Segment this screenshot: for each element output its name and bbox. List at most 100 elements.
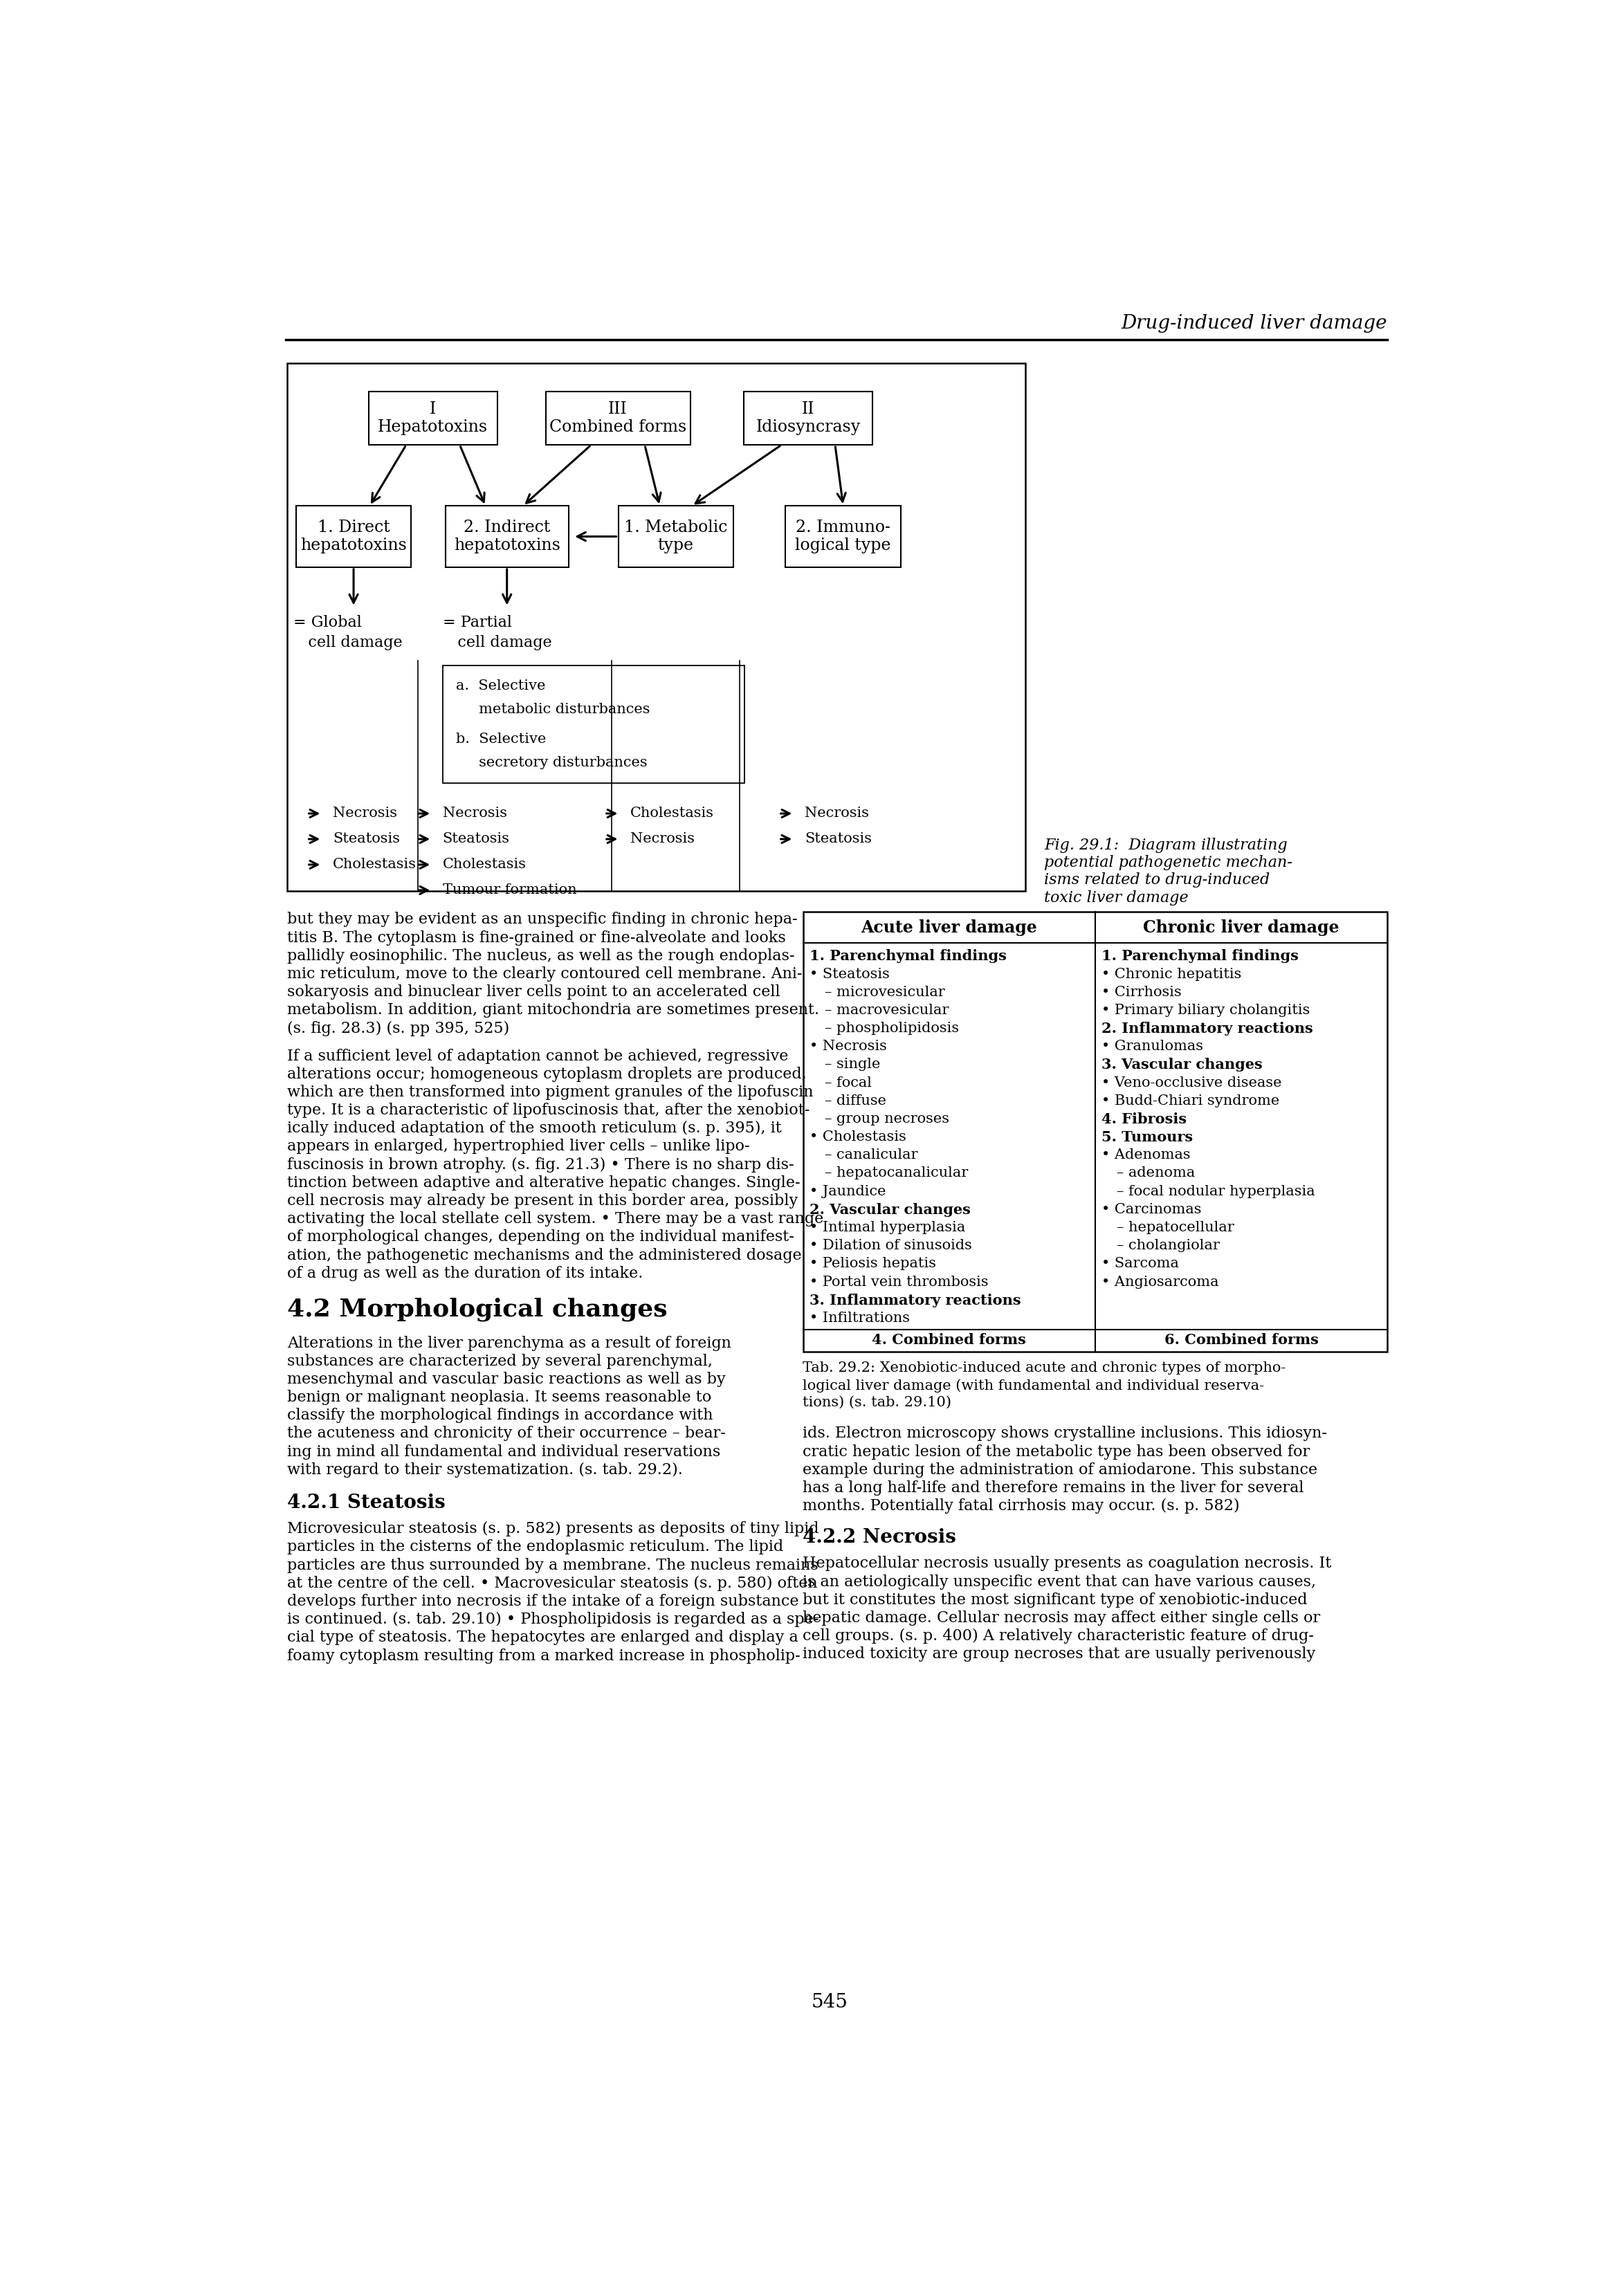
Text: particles are thus surrounded by a membrane. The nucleus remains: particles are thus surrounded by a membr… — [287, 1557, 818, 1573]
Text: – focal: – focal — [824, 1077, 871, 1088]
Text: – phospholipidosis: – phospholipidosis — [824, 1022, 958, 1035]
Text: = Global: = Global — [293, 615, 361, 631]
Text: Microvesicular steatosis (s. p. 582) presents as deposits of tiny lipid: Microvesicular steatosis (s. p. 582) pre… — [287, 1522, 819, 1536]
Text: Acute liver damage: Acute liver damage — [861, 918, 1038, 937]
Text: a.  Selective: a. Selective — [457, 680, 546, 693]
Text: hepatic damage. Cellular necrosis may affect either single cells or: hepatic damage. Cellular necrosis may af… — [803, 1609, 1321, 1626]
Text: • Jaundice: • Jaundice — [810, 1185, 886, 1199]
Text: mic reticulum, move to the clearly contoured cell membrane. Ani-: mic reticulum, move to the clearly conto… — [287, 967, 801, 983]
Text: 1. Parenchymal findings: 1. Parenchymal findings — [810, 948, 1007, 964]
Text: Tab. 29.2: Xenobiotic-induced acute and chronic types of morpho-: Tab. 29.2: Xenobiotic-induced acute and … — [803, 1362, 1285, 1375]
Text: – focal nodular hyperplasia: – focal nodular hyperplasia — [1117, 1185, 1315, 1199]
Text: I
Hepatotoxins: I Hepatotoxins — [377, 402, 487, 436]
Text: – group necroses: – group necroses — [824, 1111, 949, 1125]
Text: 4.2.2 Necrosis: 4.2.2 Necrosis — [803, 1529, 957, 1548]
FancyBboxPatch shape — [803, 912, 1387, 1352]
Text: tions) (s. tab. 29.10): tions) (s. tab. 29.10) — [803, 1396, 952, 1410]
Text: 3. Vascular changes: 3. Vascular changes — [1101, 1058, 1263, 1072]
Text: – adenoma: – adenoma — [1117, 1166, 1195, 1180]
Text: 4.2.1 Steatosis: 4.2.1 Steatosis — [287, 1495, 445, 1513]
Text: • Intimal hyperplasia: • Intimal hyperplasia — [810, 1221, 965, 1235]
Text: substances are characterized by several parenchymal,: substances are characterized by several … — [287, 1355, 712, 1368]
Text: • Granulomas: • Granulomas — [1101, 1040, 1203, 1054]
Text: Chronic liver damage: Chronic liver damage — [1143, 918, 1339, 937]
Text: b.  Selective: b. Selective — [457, 732, 546, 746]
Text: – hepatocellular: – hepatocellular — [1117, 1221, 1234, 1235]
Text: tinction between adaptive and alterative hepatic changes. Single-: tinction between adaptive and alterative… — [287, 1176, 800, 1189]
Text: ing in mind all fundamental and individual reservations: ing in mind all fundamental and individu… — [287, 1444, 720, 1460]
Text: months. Potentially fatal cirrhosis may occur. (s. p. 582): months. Potentially fatal cirrhosis may … — [803, 1499, 1240, 1513]
Text: activating the local stellate cell system. • There may be a vast range: activating the local stellate cell syste… — [287, 1212, 824, 1226]
FancyBboxPatch shape — [445, 505, 568, 567]
Text: type. It is a characteristic of lipofuscinosis that, after the xenobiot-: type. It is a characteristic of lipofusc… — [287, 1102, 810, 1118]
Text: 2. Immuno-
logical type: 2. Immuno- logical type — [795, 519, 890, 553]
Text: metabolic disturbances: metabolic disturbances — [457, 703, 651, 716]
Text: logical liver damage (with fundamental and individual reserva-: logical liver damage (with fundamental a… — [803, 1378, 1264, 1391]
Text: Necrosis: Necrosis — [630, 833, 695, 845]
Text: • Carcinomas: • Carcinomas — [1101, 1203, 1201, 1217]
Text: at the centre of the cell. • Macrovesicular steatosis (s. p. 580) often: at the centre of the cell. • Macrovesicu… — [287, 1575, 818, 1591]
Text: cell groups. (s. p. 400) A relatively characteristic feature of drug-: cell groups. (s. p. 400) A relatively ch… — [803, 1628, 1315, 1644]
Text: III
Combined forms: III Combined forms — [549, 402, 686, 436]
Text: • Sarcoma: • Sarcoma — [1101, 1258, 1179, 1270]
FancyBboxPatch shape — [369, 393, 497, 445]
Text: = Partial: = Partial — [442, 615, 512, 631]
FancyBboxPatch shape — [442, 666, 745, 783]
Text: ation, the pathogenetic mechanisms and the administered dosage: ation, the pathogenetic mechanisms and t… — [287, 1247, 801, 1263]
Text: cell damage: cell damage — [293, 636, 402, 650]
Text: benign or malignant neoplasia. It seems reasonable to: benign or malignant neoplasia. It seems … — [287, 1389, 711, 1405]
Text: titis B. The cytoplasm is fine-grained or fine-alveolate and looks: titis B. The cytoplasm is fine-grained o… — [287, 930, 785, 946]
Text: Drug-induced liver damage: Drug-induced liver damage — [1122, 315, 1387, 333]
Text: induced toxicity are group necroses that are usually perivenously: induced toxicity are group necroses that… — [803, 1646, 1316, 1662]
Text: Necrosis: Necrosis — [442, 806, 507, 820]
Text: • Cirrhosis: • Cirrhosis — [1101, 985, 1182, 999]
Text: 2. Indirect
hepatotoxins: 2. Indirect hepatotoxins — [453, 519, 560, 553]
Text: • Dilation of sinusoids: • Dilation of sinusoids — [810, 1240, 971, 1251]
Text: of a drug as well as the duration of its intake.: of a drug as well as the duration of its… — [287, 1265, 643, 1281]
Text: but they may be evident as an unspecific finding in chronic hepa-: but they may be evident as an unspecific… — [287, 912, 798, 928]
Text: – macrovesicular: – macrovesicular — [824, 1003, 949, 1017]
Text: 4. Combined forms: 4. Combined forms — [873, 1334, 1026, 1348]
Text: 2. Vascular changes: 2. Vascular changes — [810, 1203, 970, 1217]
Text: develops further into necrosis if the intake of a foreign substance: develops further into necrosis if the in… — [287, 1593, 798, 1609]
Text: Hepatocellular necrosis usually presents as coagulation necrosis. It: Hepatocellular necrosis usually presents… — [803, 1557, 1332, 1570]
Text: • Budd-Chiari syndrome: • Budd-Chiari syndrome — [1101, 1095, 1279, 1107]
Text: cial type of steatosis. The hepatocytes are enlarged and display a: cial type of steatosis. The hepatocytes … — [287, 1630, 798, 1646]
Text: – canalicular: – canalicular — [824, 1148, 918, 1162]
Text: foamy cytoplasm resulting from a marked increase in phospholip-: foamy cytoplasm resulting from a marked … — [287, 1649, 800, 1662]
Text: II
Idiosyncrasy: II Idiosyncrasy — [756, 402, 861, 436]
Text: 4.2 Morphological changes: 4.2 Morphological changes — [287, 1297, 667, 1320]
Text: 1. Direct
hepatotoxins: 1. Direct hepatotoxins — [301, 519, 406, 553]
Text: is continued. (s. tab. 29.10) • Phospholipidosis is regarded as a spe-: is continued. (s. tab. 29.10) • Phosphol… — [287, 1612, 819, 1628]
Text: • Necrosis: • Necrosis — [810, 1040, 887, 1054]
Text: metabolism. In addition, giant mitochondria are sometimes present.: metabolism. In addition, giant mitochond… — [287, 1003, 819, 1017]
Text: cratic hepatic lesion of the metabolic type has been observed for: cratic hepatic lesion of the metabolic t… — [803, 1444, 1310, 1460]
Text: • Infiltrations: • Infiltrations — [810, 1311, 910, 1325]
FancyBboxPatch shape — [745, 393, 873, 445]
Text: • Steatosis: • Steatosis — [810, 967, 889, 980]
Text: but it constitutes the most significant type of xenobiotic-induced: but it constitutes the most significant … — [803, 1591, 1308, 1607]
Text: • Primary biliary cholangitis: • Primary biliary cholangitis — [1101, 1003, 1310, 1017]
Text: 5. Tumours: 5. Tumours — [1101, 1130, 1193, 1143]
Text: If a sufficient level of adaptation cannot be achieved, regressive: If a sufficient level of adaptation cann… — [287, 1049, 788, 1063]
Text: cell necrosis may already be present in this border area, possibly: cell necrosis may already be present in … — [287, 1194, 798, 1208]
FancyBboxPatch shape — [296, 505, 411, 567]
Text: the acuteness and chronicity of their occurrence – bear-: the acuteness and chronicity of their oc… — [287, 1426, 725, 1442]
Text: – diffuse: – diffuse — [824, 1095, 886, 1107]
Text: Alterations in the liver parenchyma as a result of foreign: Alterations in the liver parenchyma as a… — [287, 1336, 732, 1350]
Text: cell damage: cell damage — [442, 636, 552, 650]
Text: (s. fig. 28.3) (s. pp 395, 525): (s. fig. 28.3) (s. pp 395, 525) — [287, 1022, 510, 1035]
Text: sokaryosis and binuclear liver cells point to an accelerated cell: sokaryosis and binuclear liver cells poi… — [287, 985, 780, 999]
Text: 2. Inflammatory reactions: 2. Inflammatory reactions — [1101, 1022, 1313, 1035]
Text: • Peliosis hepatis: • Peliosis hepatis — [810, 1258, 936, 1270]
Text: mesenchymal and vascular basic reactions as well as by: mesenchymal and vascular basic reactions… — [287, 1371, 725, 1387]
Text: 3. Inflammatory reactions: 3. Inflammatory reactions — [810, 1293, 1022, 1306]
Text: has a long half-life and therefore remains in the liver for several: has a long half-life and therefore remai… — [803, 1481, 1305, 1495]
Text: • Angiosarcoma: • Angiosarcoma — [1101, 1274, 1219, 1288]
Text: Necrosis: Necrosis — [805, 806, 869, 820]
Text: 545: 545 — [811, 1993, 848, 2011]
Text: • Adenomas: • Adenomas — [1101, 1148, 1190, 1162]
Text: alterations occur; homogeneous cytoplasm droplets are produced,: alterations occur; homogeneous cytoplasm… — [287, 1068, 806, 1081]
Text: is an aetiologically unspecific event that can have various causes,: is an aetiologically unspecific event th… — [803, 1575, 1316, 1589]
Text: ids. Electron microscopy shows crystalline inclusions. This idiosyn-: ids. Electron microscopy shows crystalli… — [803, 1426, 1328, 1442]
